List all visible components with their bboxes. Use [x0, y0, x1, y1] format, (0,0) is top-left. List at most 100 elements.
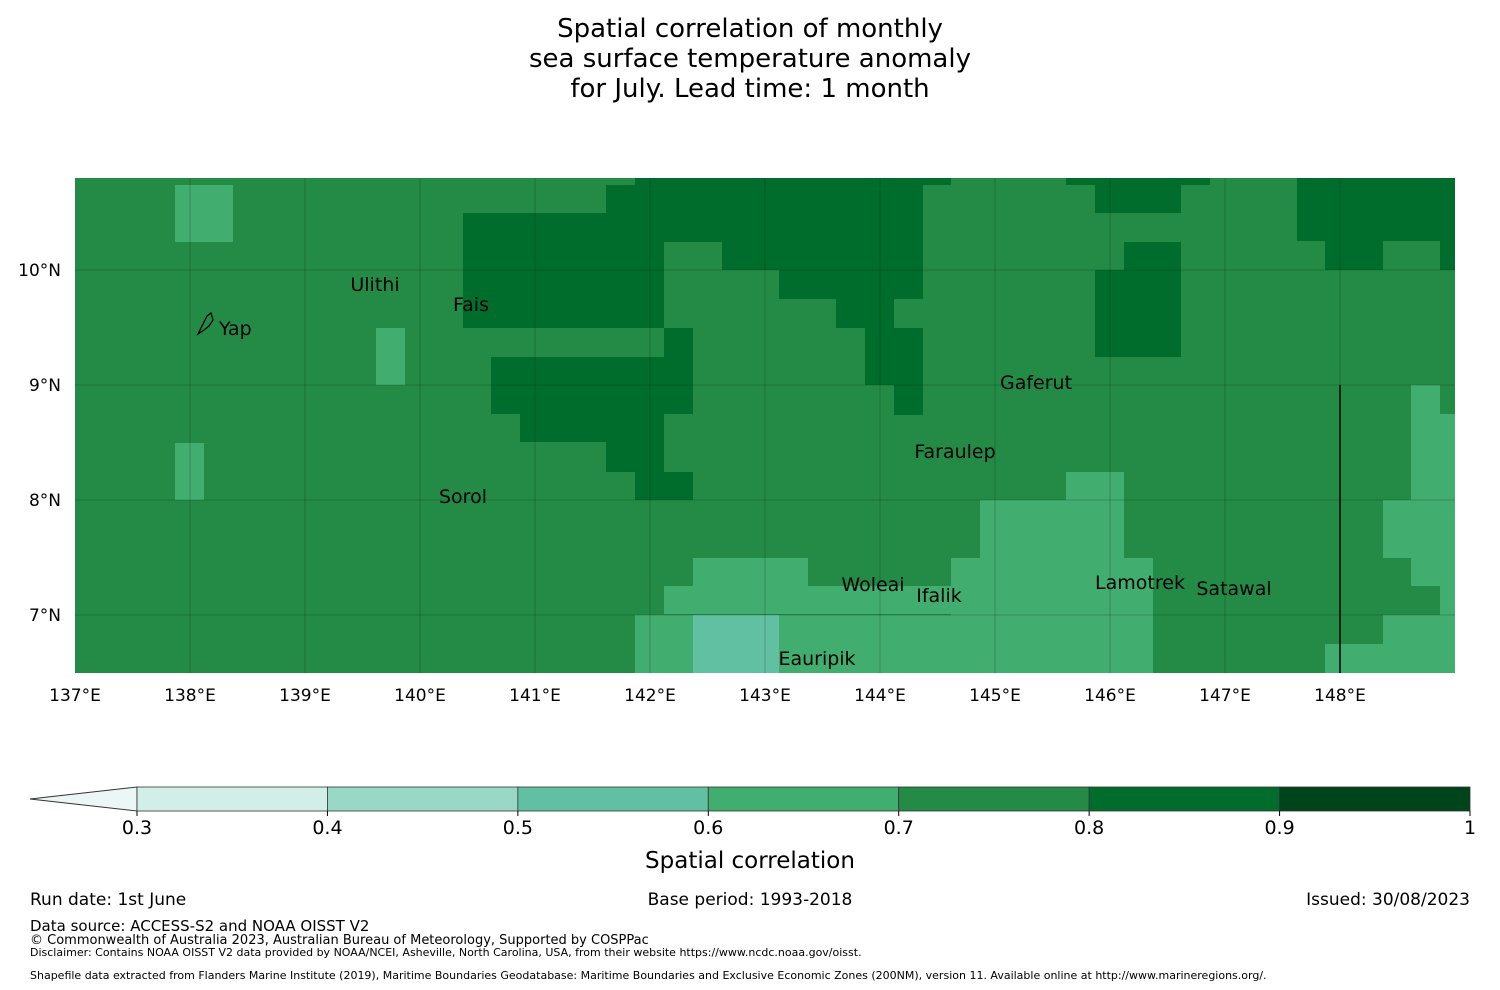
island-label: Lamotrek [1095, 572, 1185, 594]
colorbar-swatch [327, 786, 519, 812]
cell-0.8-0.9 [894, 385, 923, 415]
lon-tick-label: 139°E [279, 686, 331, 706]
colorbar-extend-arrow [29, 786, 138, 812]
lon-tick-label: 143°E [739, 686, 791, 706]
run-date: Run date: 1st June [30, 890, 187, 910]
lat-tick-label: 7°N [29, 606, 61, 626]
cell-0.6-0.7 [951, 586, 1153, 615]
lon-tick-label: 137°E [49, 686, 101, 706]
colorbar-tick-label: 1 [1464, 817, 1476, 839]
colorbar-swatch [707, 786, 900, 812]
cell-0.8-0.9 [1440, 241, 1455, 270]
cell-0.6-0.7 [1383, 615, 1455, 673]
cell-0.8-0.9 [836, 299, 894, 328]
correlation-field [75, 178, 1455, 673]
cell-0.8-0.9 [1124, 242, 1181, 270]
cell-0.8-0.9 [491, 385, 693, 414]
cell-0.8-0.9 [491, 357, 664, 385]
lon-tick-labels: 137°E 138°E 139°E 140°E 141°E 142°E 143°E 144°E… [49, 686, 1366, 706]
lat-tick-label: 10°N [18, 261, 61, 281]
cell-0.6-0.7 [175, 185, 233, 242]
data-source: Data source: ACCESS-S2 and NOAA OISST V2 [30, 917, 370, 935]
cell-0.8-0.9 [664, 328, 693, 385]
colorbar-tick-label: 0.9 [1264, 817, 1294, 839]
cell-0.8-0.9 [779, 270, 923, 299]
island-label: Ulithi [350, 274, 399, 296]
title-line-1: Spatial correlation of monthly [557, 14, 943, 44]
title-line-3: for July. Lead time: 1 month [570, 74, 930, 104]
cell-0.8-0.9 [520, 414, 664, 442]
base-period: Base period: 1993-2018 [647, 890, 853, 910]
copyright: © Commonwealth of Australia 2023, Austra… [30, 933, 649, 948]
cell-0.6-0.7 [980, 500, 1124, 558]
cell-0.8-0.9 [463, 213, 923, 242]
cell-0.6-0.7 [951, 558, 1153, 586]
island-label: Sorol [439, 486, 487, 508]
cell-0.6-0.7 [1440, 586, 1455, 615]
cell-0.8-0.9 [606, 442, 664, 472]
cell-0.6-0.7 [175, 443, 204, 500]
cell-0.8-0.9 [865, 328, 923, 385]
issued-date: Issued: 30/08/2023 [1306, 890, 1470, 910]
colorbar-swatch [136, 786, 328, 812]
lon-tick-label: 142°E [624, 686, 676, 706]
cell-0.8-0.9 [635, 178, 951, 185]
island-label: Eauripik [778, 648, 855, 670]
colorbar-swatch [1088, 786, 1280, 812]
colorbar-swatch [898, 786, 1090, 812]
lon-tick-label: 138°E [164, 686, 216, 706]
cell-0.8-0.9 [606, 185, 923, 213]
cell-0.8-0.9 [635, 472, 693, 500]
colorbar-label: Spatial correlation [645, 848, 855, 874]
cell-0.6-0.7 [1411, 414, 1455, 500]
colorbar-swatch [517, 786, 709, 812]
cell-0.6-0.7 [779, 644, 808, 673]
title-line-2: sea surface temperature anomaly [529, 44, 971, 74]
island-label: Yap [218, 318, 252, 340]
cell-0.8-0.9 [722, 242, 923, 270]
lon-tick-label: 140°E [394, 686, 446, 706]
island-label: Faraulep [914, 441, 995, 463]
cell-0.6-0.7 [664, 586, 951, 614]
cell-0.8-0.9 [1095, 270, 1181, 357]
lat-tick-labels: 10°N 9°N 8°N 7°N [18, 261, 61, 626]
island-label: Woleai [841, 574, 904, 596]
colorbar-tick-label: 0.6 [693, 817, 723, 839]
lon-tick-label: 148°E [1314, 686, 1366, 706]
cell-0.8-0.9 [1297, 178, 1455, 241]
lon-tick-label: 144°E [854, 686, 906, 706]
lon-tick-label: 146°E [1084, 686, 1136, 706]
cell-0.6-0.7 [376, 328, 405, 385]
cell-0.8-0.9 [463, 242, 664, 328]
cell-0.6-0.7 [1411, 558, 1455, 586]
cell-0.6-0.7 [1325, 644, 1383, 673]
colorbar: 0.3 0.4 0.5 0.6 0.7 0.8 0.9 1 [29, 786, 1476, 839]
island-label: Fais [453, 294, 489, 316]
island-label: Satawal [1196, 578, 1271, 600]
shapefile-credit: Shapefile data extracted from Flanders M… [30, 969, 1267, 982]
colorbar-tick-label: 0.8 [1074, 817, 1104, 839]
chart-title: Spatial correlation of monthly sea surfa… [0, 14, 1500, 104]
colorbar-tick-label: 0.7 [884, 817, 914, 839]
lon-tick-label: 147°E [1199, 686, 1251, 706]
lat-tick-label: 8°N [29, 491, 61, 511]
colorbar-tick-label: 0.5 [503, 817, 533, 839]
cell-0.5-0.6 [693, 615, 779, 673]
lon-tick-label: 145°E [969, 686, 1021, 706]
island-labels: Yap Ulithi Fais Gaferut Faraulep Sorol Woleai I… [196, 274, 1272, 670]
disclaimer: Disclaimer: Contains NOAA OISST V2 data … [30, 946, 862, 959]
colorbar-tick-label: 0.3 [122, 817, 152, 839]
cell-0.6-0.7 [1383, 500, 1455, 558]
cell-0.6-0.7 [1066, 472, 1124, 502]
colorbar-tick-label: 0.4 [312, 817, 342, 839]
lon-tick-label: 141°E [509, 686, 561, 706]
cell-0.8-0.9 [1325, 241, 1383, 270]
lat-tick-label: 9°N [29, 376, 61, 396]
colorbar-swatch [1279, 786, 1471, 812]
cell-0.8-0.9 [1095, 185, 1181, 213]
yap-island-shape [196, 311, 214, 336]
cell-0.6-0.7 [1411, 385, 1440, 415]
island-label: Gaferut [1000, 372, 1072, 394]
cell-0.6-0.7 [693, 558, 808, 586]
